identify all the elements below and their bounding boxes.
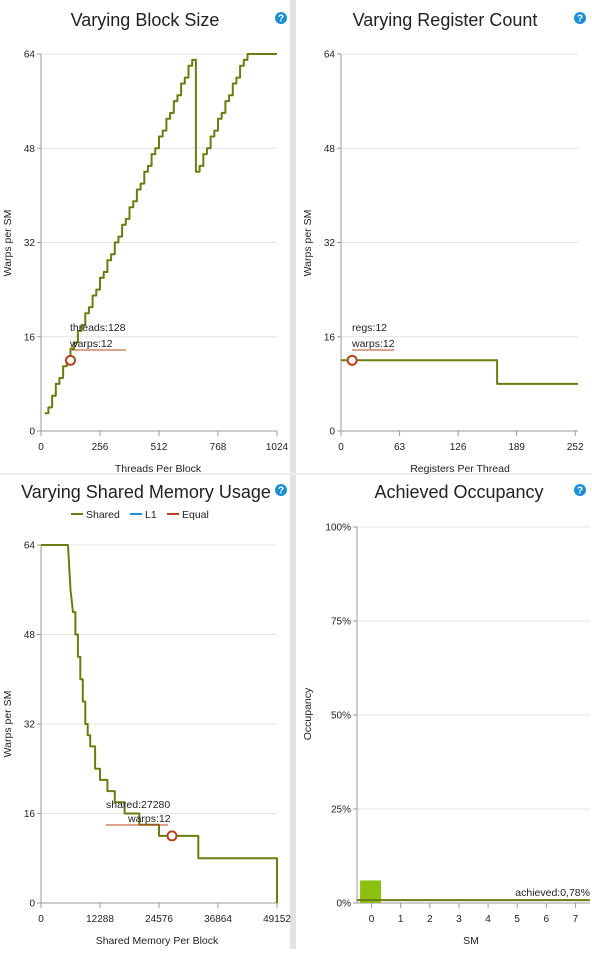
x-tick-label: 189 bbox=[508, 442, 525, 453]
current-config-marker[interactable] bbox=[348, 356, 357, 365]
x-axis-label: Threads Per Block bbox=[115, 463, 202, 475]
chart-title: Varying Block Size bbox=[71, 10, 220, 30]
chart-title: Varying Register Count bbox=[353, 10, 538, 30]
y-axis-label: Occupancy bbox=[302, 687, 314, 740]
x-tick-label: 1 bbox=[398, 914, 404, 925]
y-tick-label: 25% bbox=[331, 805, 351, 816]
y-axis-label: Warps per SM bbox=[2, 210, 14, 277]
legend-label: Equal bbox=[182, 509, 209, 521]
x-tick-label: 256 bbox=[92, 442, 109, 453]
y-tick-label: 64 bbox=[24, 50, 36, 61]
x-axis-label: Registers Per Thread bbox=[410, 463, 510, 475]
annotation-achieved: achieved:0,78% bbox=[515, 887, 590, 899]
y-tick-label: 0 bbox=[29, 427, 35, 438]
y-tick-label: 32 bbox=[24, 720, 36, 731]
y-tick-label: 75% bbox=[331, 617, 351, 628]
x-tick-label: 768 bbox=[210, 442, 227, 453]
svg-text:?: ? bbox=[577, 14, 583, 25]
annotation-regs: regs:12 bbox=[352, 322, 387, 334]
annotation-warps: warps:12 bbox=[351, 338, 395, 350]
svg-text:?: ? bbox=[577, 486, 583, 497]
svg-text:?: ? bbox=[278, 486, 284, 497]
current-config-marker[interactable] bbox=[167, 831, 176, 840]
x-tick-label: 512 bbox=[151, 442, 168, 453]
y-axis-label: Warps per SM bbox=[302, 210, 314, 277]
legend-label: L1 bbox=[145, 509, 157, 521]
y-tick-label: 16 bbox=[324, 332, 336, 343]
annotation-warps: warps:12 bbox=[127, 813, 171, 825]
y-tick-label: 48 bbox=[24, 144, 36, 155]
chart-title: Varying Shared Memory Usage bbox=[21, 482, 271, 502]
x-tick-label: 1024 bbox=[266, 442, 289, 453]
chart-title: Achieved Occupancy bbox=[374, 482, 543, 502]
x-tick-label: 0 bbox=[369, 914, 375, 925]
y-tick-label: 64 bbox=[24, 541, 36, 552]
x-tick-label: 0 bbox=[38, 914, 44, 925]
x-tick-label: 24576 bbox=[145, 914, 173, 925]
x-tick-label: 49152 bbox=[263, 914, 291, 925]
y-tick-label: 32 bbox=[24, 238, 36, 249]
y-tick-label: 16 bbox=[24, 332, 36, 343]
y-tick-label: 48 bbox=[324, 144, 336, 155]
y-axis-label: Warps per SM bbox=[2, 691, 14, 758]
y-tick-label: 50% bbox=[331, 711, 351, 722]
x-tick-label: 126 bbox=[450, 442, 467, 453]
x-tick-label: 12288 bbox=[86, 914, 114, 925]
annotation-threads: threads:128 bbox=[70, 322, 126, 334]
x-tick-label: 4 bbox=[485, 914, 491, 925]
x-axis-label: SM bbox=[463, 935, 479, 947]
x-tick-label: 3 bbox=[456, 914, 462, 925]
current-config-marker[interactable] bbox=[66, 356, 75, 365]
annotation-warps: warps:12 bbox=[69, 338, 113, 350]
legend-label: Shared bbox=[86, 509, 120, 521]
x-tick-label: 2 bbox=[427, 914, 433, 925]
y-tick-label: 32 bbox=[324, 238, 336, 249]
y-tick-label: 0 bbox=[29, 899, 35, 910]
x-tick-label: 7 bbox=[573, 914, 579, 925]
y-tick-label: 100% bbox=[325, 523, 351, 534]
x-tick-label: 252 bbox=[567, 442, 584, 453]
x-tick-label: 63 bbox=[394, 442, 406, 453]
x-tick-label: 36864 bbox=[204, 914, 232, 925]
y-tick-label: 0% bbox=[337, 899, 352, 910]
annotation-shared: shared:27280 bbox=[106, 799, 170, 811]
svg-text:?: ? bbox=[278, 14, 284, 25]
y-tick-label: 48 bbox=[24, 630, 36, 641]
y-tick-label: 0 bbox=[329, 427, 335, 438]
y-tick-label: 16 bbox=[24, 809, 36, 820]
y-tick-label: 64 bbox=[324, 50, 336, 61]
x-tick-label: 0 bbox=[38, 442, 44, 453]
x-tick-label: 5 bbox=[514, 914, 520, 925]
x-tick-label: 0 bbox=[338, 442, 344, 453]
x-tick-label: 6 bbox=[544, 914, 550, 925]
x-axis-label: Shared Memory Per Block bbox=[96, 935, 219, 947]
